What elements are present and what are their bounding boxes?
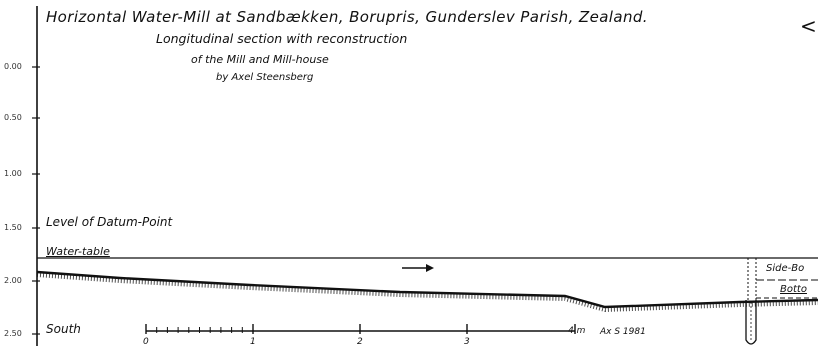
elevation-tick-label: 0.50: [4, 113, 22, 122]
botto-label: Botto: [780, 284, 807, 295]
corner-mark: <: [800, 14, 817, 38]
datum-point-label: Level of Datum-Point: [46, 215, 173, 229]
flow-arrow-head: [426, 264, 434, 272]
elevation-tick-label: 0.00: [4, 62, 22, 71]
title-line-4: by Axel Steensberg: [216, 72, 314, 83]
scale-bar-number: 4 m: [568, 326, 586, 336]
mill-post: [745, 300, 757, 345]
scale-bar-number: 2: [357, 337, 363, 347]
scale-bar-number: 0: [143, 337, 149, 347]
elevation-tick-label: 2.00: [4, 276, 22, 285]
elevation-tick-label: 2.50: [4, 329, 22, 338]
side-bo-label: Side-Bo: [766, 263, 805, 274]
scale-bar-number: 1: [250, 337, 256, 347]
scale-bar-number: 3: [464, 337, 470, 347]
title-line-3: of the Mill and Mill-house: [191, 53, 329, 66]
south-label: South: [46, 322, 81, 336]
elevation-tick-label: 1.50: [4, 223, 22, 232]
title-line-2: Longitudinal section with reconstruction: [156, 31, 408, 46]
author-signature: Ax S 1981: [600, 327, 646, 337]
mill-house-reconstruction: [745, 258, 818, 345]
elevation-tick-label: 1.00: [4, 169, 22, 178]
scale-bar-minor-ticks: [156, 327, 243, 333]
water-table-label: Water-table: [46, 245, 110, 258]
stream-bed-profile: [36, 270, 818, 309]
title-line-1: Horizontal Water-Mill at Sandbækken, Bor…: [46, 8, 648, 26]
